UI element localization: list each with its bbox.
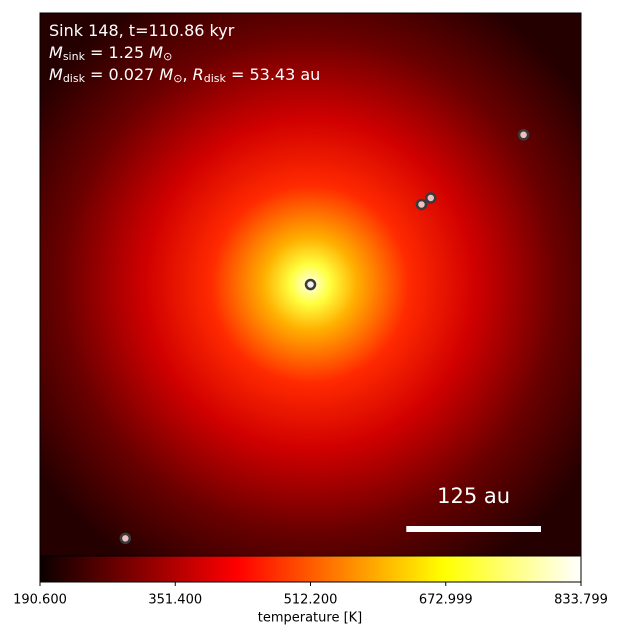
annotation-text: = 1.25 xyxy=(85,43,149,62)
annotation-text: = 53.43 au xyxy=(226,65,320,84)
annotation-text: disk xyxy=(63,72,86,85)
colorbar-tick-label: 672.999 xyxy=(419,593,473,608)
colorbar-tick-label: 190.600 xyxy=(13,593,67,608)
annotation-text: M xyxy=(49,43,63,62)
sink xyxy=(517,129,530,141)
annotation-text: R xyxy=(193,65,204,84)
colorbar xyxy=(39,555,582,583)
annotation-text: ⊙ xyxy=(173,72,182,85)
colorbar-tick-label: 512.200 xyxy=(284,593,338,608)
annotation-text: M xyxy=(49,65,63,84)
scale-bar-label: 125 au xyxy=(437,484,510,508)
annotation: Msink = 1.25 M⊙ xyxy=(49,43,172,64)
annotation-text: , xyxy=(182,65,192,84)
annotation-text: M xyxy=(159,65,173,84)
annotation: Sink 148, t=110.86 kyr xyxy=(49,21,235,40)
sink xyxy=(304,278,317,291)
annotation-text: M xyxy=(149,43,163,62)
annotation-text: Sink 148, t=110.86 kyr xyxy=(49,21,235,40)
colorbar-label: temperature [K] xyxy=(258,611,363,626)
annotation-text: sink xyxy=(63,50,86,63)
colorbar-tick-label: 833.799 xyxy=(554,593,608,608)
colorbar-tick-label: 351.400 xyxy=(148,593,202,608)
annotation-text: = 0.027 xyxy=(85,65,159,84)
sink xyxy=(415,198,428,211)
sink xyxy=(425,192,437,204)
annotation: Mdisk = 0.027 M⊙, Rdisk = 53.43 au xyxy=(49,65,320,86)
sink xyxy=(119,532,132,545)
annotation-text: disk xyxy=(204,72,227,85)
annotation-text: ⊙ xyxy=(163,50,172,63)
